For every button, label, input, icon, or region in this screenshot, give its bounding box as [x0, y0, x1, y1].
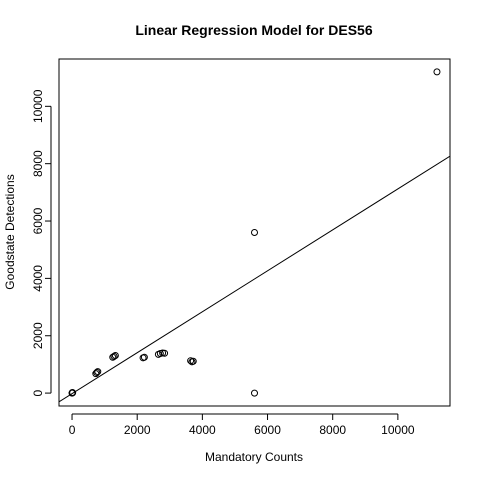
chart-title: Linear Regression Model for DES56 [135, 22, 372, 38]
y-tick-label: 2000 [31, 322, 45, 349]
x-axis-label: Mandatory Counts [205, 450, 303, 464]
data-point [187, 357, 195, 365]
data-point [111, 352, 119, 360]
y-tick-label: 8000 [31, 150, 45, 177]
x-tick-label: 6000 [254, 423, 281, 437]
plot-area-frame [58, 58, 451, 407]
data-point [69, 389, 77, 397]
data-point [433, 68, 441, 76]
data-point [251, 389, 258, 397]
x-tick-label: 4000 [189, 423, 216, 437]
y-tick-label: 6000 [31, 207, 45, 234]
y-tick-label: 10000 [31, 89, 45, 123]
data-point [92, 370, 100, 378]
plot-area [59, 68, 450, 403]
x-axis: 0 2000 4000 6000 8000 10000 [69, 413, 415, 437]
data-point [161, 349, 169, 357]
x-tick-label: 2000 [124, 423, 151, 437]
data-point [110, 352, 118, 360]
data-point [251, 229, 258, 236]
y-tick-label: 4000 [31, 265, 45, 292]
regression-line [59, 155, 450, 403]
x-tick-label: 0 [69, 423, 76, 437]
x-tick-label: 8000 [319, 423, 346, 437]
x-tick-label: 10000 [381, 423, 415, 437]
data-point [189, 357, 197, 365]
y-axis-label: Goodstate Detections [3, 174, 17, 289]
y-axis: 0 2000 4000 6000 8000 10000 [31, 89, 52, 396]
y-tick-label: 0 [31, 389, 45, 396]
data-point [140, 353, 148, 361]
data-point [94, 368, 102, 376]
data-point [93, 368, 101, 376]
